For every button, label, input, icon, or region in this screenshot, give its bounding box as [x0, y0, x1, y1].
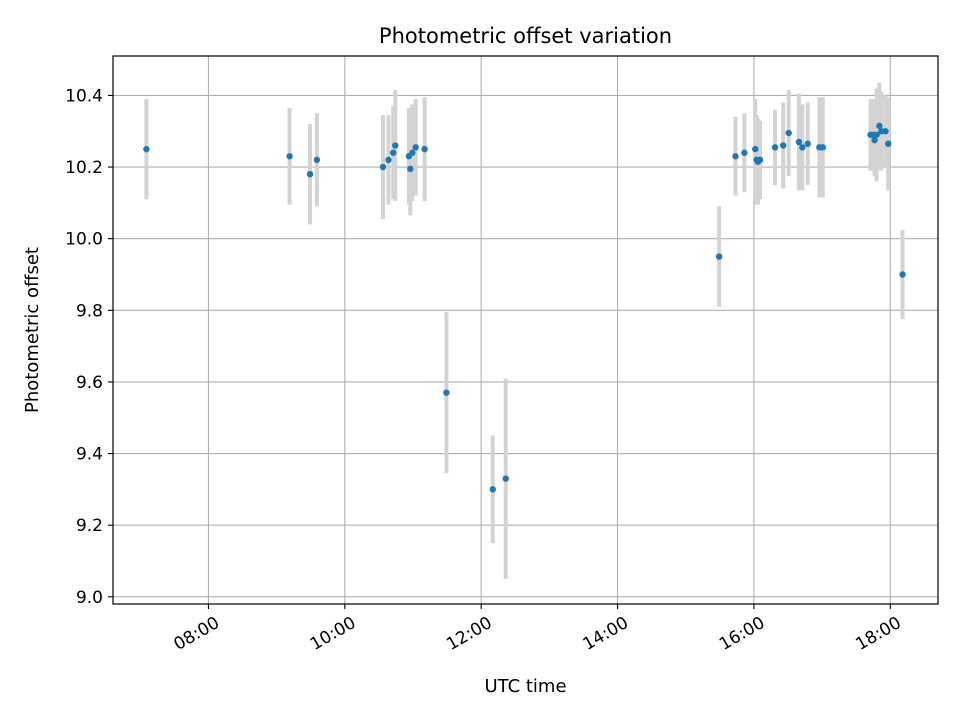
y-tick-label: 9.2 — [76, 516, 103, 536]
plot-frame — [112, 55, 939, 605]
data-point — [421, 145, 428, 153]
data-point — [502, 475, 509, 482]
y-tick-label: 10.2 — [65, 158, 103, 178]
data-point — [882, 128, 889, 135]
y-axis-ticks: 9.0 9.2 9.4 9.6 9.8 10.0 10.2 10.4 — [65, 86, 113, 608]
data-point — [286, 153, 293, 160]
data-point — [732, 153, 739, 160]
data-point — [804, 140, 811, 147]
y-tick-label: 10.4 — [65, 86, 103, 106]
data-point — [899, 271, 906, 278]
x-tick-label: 18:00 — [852, 613, 904, 655]
x-tick-label: 16:00 — [716, 613, 768, 655]
data-point — [443, 389, 450, 396]
y-tick-label: 9.4 — [76, 445, 103, 465]
x-axis-title: UTC time — [484, 676, 566, 697]
data-point — [412, 144, 419, 151]
x-tick-label: 10:00 — [307, 613, 359, 655]
data-point — [756, 156, 764, 164]
data-point — [873, 131, 880, 138]
data-point — [741, 149, 748, 156]
x-tick-label: 12:00 — [443, 613, 495, 655]
data-point — [489, 486, 496, 493]
data-point — [306, 170, 314, 178]
y-tick-label: 9.0 — [76, 588, 103, 608]
data-point — [795, 138, 803, 146]
data-point — [771, 144, 779, 151]
y-tick-label: 9.8 — [76, 301, 103, 321]
data-point — [799, 144, 806, 151]
data-point — [407, 165, 414, 173]
data-points — [143, 122, 906, 493]
data-point — [785, 129, 792, 137]
x-tick-label: 08:00 — [171, 613, 223, 655]
data-point — [780, 142, 787, 149]
data-point — [715, 253, 723, 260]
data-point — [871, 136, 878, 144]
y-axis-title: Photometric offset — [22, 247, 43, 413]
data-point — [876, 122, 883, 130]
x-tick-label: 14:00 — [580, 613, 632, 655]
error-bars — [144, 82, 905, 579]
data-point — [390, 149, 397, 156]
chart-title: Photometric offset variation — [379, 24, 672, 48]
data-point — [819, 144, 826, 151]
y-tick-label: 9.6 — [76, 373, 103, 393]
data-point — [143, 145, 150, 153]
data-point — [313, 156, 321, 164]
data-point — [752, 145, 759, 153]
x-axis-ticks: 08:00 10:00 12:00 14:00 16:00 18:00 — [171, 604, 905, 655]
data-point — [885, 140, 892, 147]
grid-lines — [113, 56, 938, 604]
data-point — [385, 156, 392, 164]
data-point — [409, 149, 416, 156]
y-tick-label: 10.0 — [65, 230, 103, 250]
data-point — [392, 142, 399, 149]
data-point — [379, 163, 387, 171]
